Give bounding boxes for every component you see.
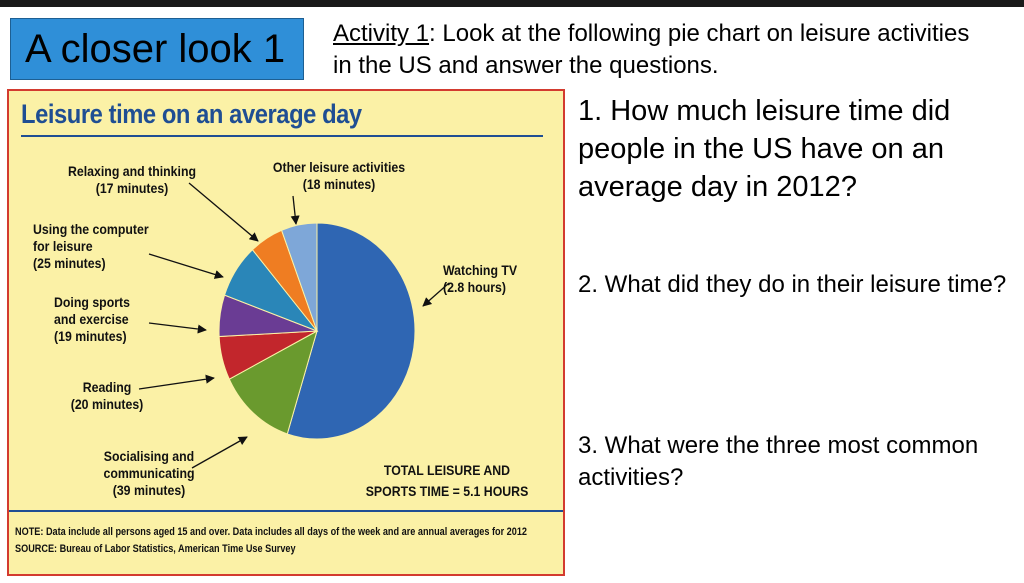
label-arrow-0 <box>422 282 450 307</box>
total-label: TOTAL LEISURE AND SPORTS TIME = 5.1 HOUR… <box>364 460 529 502</box>
pie-chart <box>138 182 450 469</box>
slice-label-6-line-0: Other leisure activities <box>272 159 406 175</box>
activity-text: : Look at the following pie chart on lei… <box>333 20 970 79</box>
slice-label-5: Relaxing and thinking (17 minutes) <box>57 163 207 197</box>
slice-label-5-line-0: Relaxing and thinking <box>67 163 197 179</box>
label-arrow-1 <box>191 436 248 469</box>
chart-title: Leisure time on an average day <box>21 99 362 129</box>
slide-title: A closer look 1 <box>10 18 304 80</box>
slice-label-1-line-2: (39 minutes) <box>112 482 186 498</box>
note-text: NOTE: Data include all persons aged 15 a… <box>15 526 527 538</box>
slice-label-0: Watching TV (2.8 hours) <box>443 262 517 296</box>
pie-slice-0 <box>286 222 416 440</box>
slice-label-5-line-1: (17 minutes) <box>95 180 169 196</box>
activity-label: Activity 1 <box>333 20 430 47</box>
slice-label-4-line-2: (25 minutes) <box>33 255 106 271</box>
question-2: 2. What did they do in their leisure tim… <box>578 271 1007 298</box>
slice-label-2-line-1: (20 minutes) <box>70 396 144 412</box>
label-arrow-3 <box>148 322 207 334</box>
slice-label-4: Using the computer for leisure (25 minutes… <box>33 221 149 272</box>
question-3: 3. What were the three most common activ… <box>578 432 979 491</box>
slice-label-1: Socialising and communicating (39 minutes) <box>83 448 215 499</box>
slice-label-2-line-0: Reading <box>82 379 132 395</box>
title-divider <box>21 135 543 137</box>
slice-label-2: Reading (20 minutes) <box>54 379 160 413</box>
activity-instructions: Activity 1: Look at the following pie ch… <box>333 18 973 82</box>
slice-label-3-line-2: (19 minutes) <box>54 328 127 344</box>
pie-slice-1 <box>228 329 318 435</box>
slice-label-6-line-1: (18 minutes) <box>302 176 376 192</box>
label-arrow-6 <box>290 195 300 225</box>
chart-note: NOTE: Data include all persons aged 15 a… <box>15 524 527 558</box>
slice-label-1-line-0: Socialising and <box>103 448 195 464</box>
slice-label-0-line-0: Watching TV <box>443 262 518 278</box>
source-text: SOURCE: Bureau of Labor Statistics, Amer… <box>15 543 296 555</box>
question-1: 1. How much leisure time did people in t… <box>578 95 951 203</box>
slice-label-1-line-1: communicating <box>103 465 195 481</box>
label-arrow-5 <box>188 182 259 242</box>
label-arrow-2 <box>138 374 215 390</box>
label-arrow-4 <box>148 253 224 279</box>
slice-label-3: Doing sports and exercise (19 minutes) <box>54 294 130 345</box>
slice-label-4-line-0: Using the computer <box>33 221 149 237</box>
total-line-1: TOTAL LEISURE AND <box>383 462 511 478</box>
slice-label-0-line-1: (2.8 hours) <box>443 279 506 295</box>
top-bar <box>0 0 1024 7</box>
note-divider <box>9 510 563 512</box>
pie-slice-6 <box>280 222 318 332</box>
total-line-2: SPORTS TIME = 5.1 HOURS <box>365 483 529 499</box>
slice-label-6: Other leisure activities (18 minutes) <box>260 159 418 193</box>
slice-label-4-line-1: for leisure <box>33 238 93 254</box>
slice-label-3-line-0: Doing sports <box>54 294 130 310</box>
slice-label-3-line-1: and exercise <box>54 311 129 327</box>
pie-chart-figure: Leisure time on an average day Watching … <box>7 89 565 576</box>
